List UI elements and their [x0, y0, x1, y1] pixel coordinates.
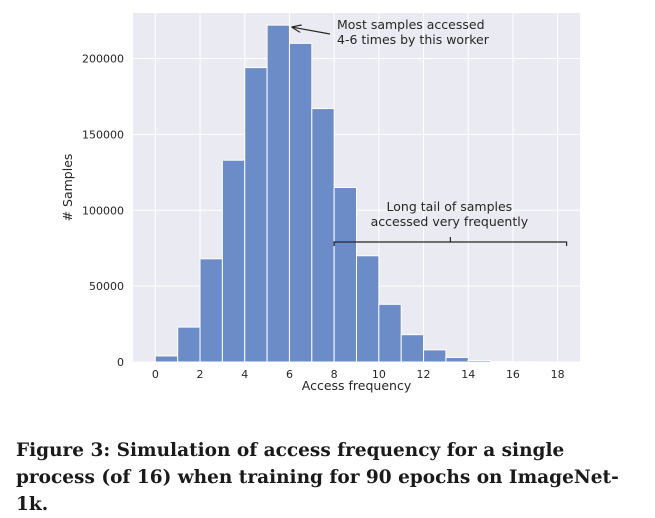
histogram-bar — [446, 357, 468, 362]
histogram-bar — [200, 259, 222, 362]
histogram-bar — [468, 360, 490, 362]
annotation-text-tail: Long tail of samples — [387, 199, 513, 214]
histogram-bar — [401, 335, 423, 362]
y-tick-label: 200000 — [82, 53, 124, 66]
histogram-bar — [178, 327, 200, 362]
histogram-bar — [312, 109, 334, 362]
x-tick-label: 18 — [551, 368, 565, 381]
y-tick-label: 100000 — [82, 204, 124, 217]
annotation-text-peak: Most samples accessed — [337, 17, 485, 32]
annotation-text-tail: accessed very frequently — [371, 214, 529, 229]
figure-caption: Figure 3: Simulation of access frequency… — [16, 437, 646, 518]
y-tick-label: 150000 — [82, 128, 124, 141]
x-tick-label: 12 — [417, 368, 431, 381]
histogram-bar — [424, 350, 446, 362]
x-tick-label: 6 — [286, 368, 293, 381]
x-tick-label: 2 — [197, 368, 204, 381]
histogram-bar — [267, 25, 289, 362]
histogram-bar — [357, 256, 379, 362]
x-tick-label: 16 — [506, 368, 520, 381]
histogram-bar — [289, 43, 311, 362]
histogram-bar — [379, 304, 401, 362]
x-axis-label: Access frequency — [302, 378, 412, 393]
x-tick-label: 0 — [152, 368, 159, 381]
y-axis-ticks: 0 50000 100000 150000 200000 — [82, 53, 124, 369]
x-tick-label: 14 — [461, 368, 475, 381]
histogram-bar — [334, 188, 356, 363]
y-tick-label: 50000 — [89, 280, 124, 293]
histogram-bar — [155, 356, 177, 362]
y-axis-label: # Samples — [60, 154, 75, 222]
histogram-bar — [222, 160, 244, 362]
x-tick-label: 4 — [241, 368, 248, 381]
y-tick-label: 0 — [117, 356, 124, 369]
histogram-bar — [245, 68, 267, 362]
annotation-text-peak: 4-6 times by this worker — [337, 32, 490, 47]
